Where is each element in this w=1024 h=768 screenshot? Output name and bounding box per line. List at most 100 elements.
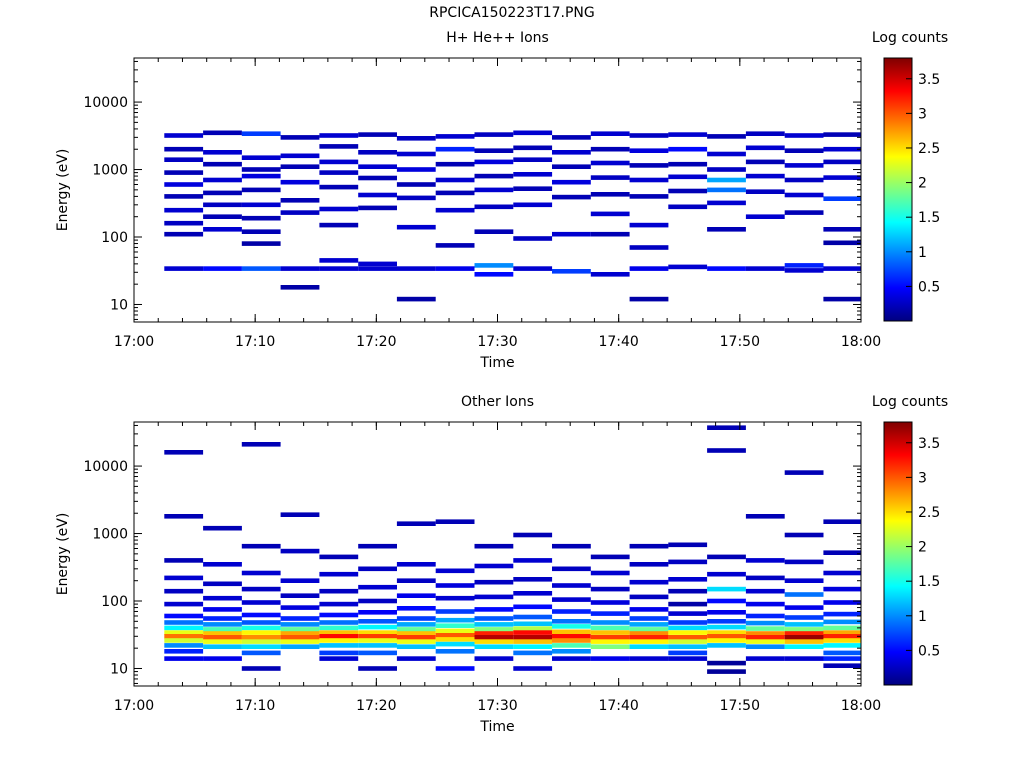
heatmap-cell: [629, 644, 669, 649]
heatmap-cell: [164, 514, 204, 519]
heatmap-cell: [668, 577, 708, 582]
heatmap-cell: [203, 635, 242, 640]
heatmap-cell: [823, 619, 861, 625]
heatmap-cell: [590, 635, 630, 640]
heatmap-cell: [707, 151, 746, 157]
heatmap-cell: [319, 222, 359, 228]
heatmap-cell: [745, 656, 785, 661]
heatmap-cell: [319, 601, 359, 607]
heatmap-cell: [358, 619, 397, 624]
y-tick-label: 100: [101, 230, 128, 246]
heatmap-cell: [396, 656, 436, 661]
heatmap-cell: [823, 227, 861, 232]
heatmap-cell: [513, 145, 553, 151]
heatmap-cell: [241, 241, 281, 246]
heatmap-cell: [435, 161, 475, 167]
colorbar-tick-label: 1.5: [918, 210, 940, 226]
heatmap-cell: [513, 130, 553, 136]
heatmap-cell: [823, 296, 861, 302]
heatmap-cell: [823, 586, 861, 592]
heatmap-cell: [668, 650, 708, 656]
heatmap-cell: [396, 622, 436, 627]
heatmap-cell: [513, 236, 553, 241]
heatmap-cell: [784, 133, 824, 138]
heatmap-cell: [319, 159, 359, 165]
heatmap-cell: [474, 644, 514, 649]
heatmap-cell: [552, 638, 591, 643]
heatmap-cell: [745, 620, 785, 626]
heatmap-cell: [358, 638, 397, 643]
heatmap-cell: [396, 644, 436, 649]
page-title: RPCICA150223T17.PNG: [429, 5, 595, 21]
heatmap-cell: [513, 666, 553, 671]
heatmap-cell: [707, 448, 746, 453]
heatmap-cell: [164, 220, 204, 226]
heatmap-cell: [552, 609, 591, 614]
heatmap-cell: [668, 588, 708, 594]
heatmap-cell: [319, 638, 359, 643]
heatmap-cell: [707, 643, 746, 648]
heatmap-cell: [668, 188, 708, 194]
heatmap-cell: [474, 631, 514, 636]
heatmap-cell: [707, 177, 746, 183]
heatmap-cell: [358, 261, 397, 267]
colorbar-gradient: [883, 421, 913, 686]
heatmap-cell: [435, 243, 475, 248]
heatmap-cell: [280, 639, 320, 644]
heatmap-cell: [319, 206, 359, 212]
heatmap-cell: [668, 644, 708, 649]
heatmap-cell: [435, 190, 475, 196]
heatmap-cell: [164, 207, 204, 213]
heatmap-cell: [513, 532, 553, 538]
heatmap-cell: [396, 631, 436, 636]
heatmap-cell: [164, 157, 204, 162]
heatmap-cell: [319, 184, 359, 190]
heatmap-cell: [474, 616, 514, 621]
heatmap-cell: [241, 625, 281, 631]
heatmap-cell: [241, 173, 281, 179]
heatmap-cell: [396, 639, 436, 644]
heatmap-cell: [358, 624, 397, 630]
x-tick-label: 17:30: [477, 334, 517, 350]
heatmap-cell: [668, 161, 708, 167]
heatmap-cell: [396, 136, 436, 141]
heatmap-cell: [280, 164, 320, 169]
heatmap-cell: [590, 146, 630, 152]
heatmap-cell: [474, 563, 514, 569]
heatmap-cell: [241, 570, 281, 576]
heatmap-cell: [784, 192, 824, 198]
x-tick-label: 17:10: [235, 698, 275, 714]
heatmap-cell: [396, 606, 436, 611]
heatmap-cell: [784, 210, 824, 215]
heatmap-cell: [203, 627, 242, 632]
x-tick-label: 17:20: [356, 698, 396, 714]
heatmap-cell: [745, 558, 785, 563]
heatmap-cell: [280, 512, 320, 517]
heatmap-cell: [164, 634, 204, 639]
heatmap-cell: [552, 656, 591, 661]
heatmap-cell: [435, 568, 475, 574]
heatmap-cell: [784, 627, 824, 632]
heatmap-cell: [280, 285, 320, 290]
heatmap-cell: [474, 173, 514, 179]
heatmap-cell: [590, 554, 630, 560]
heatmap-cell: [319, 258, 359, 263]
heatmap-cell: [435, 649, 475, 654]
heatmap-cell: [707, 425, 746, 430]
heatmap-cell: [707, 167, 746, 172]
heatmap-cell: [435, 637, 475, 642]
heatmap-cell: [474, 229, 514, 234]
heatmap-cell: [745, 631, 785, 636]
heatmap-cell: [241, 600, 281, 605]
heatmap-cell: [629, 194, 669, 199]
heatmap-cell: [707, 619, 746, 624]
heatmap-cell: [280, 548, 320, 554]
heatmap-cell: [668, 559, 708, 565]
heatmap-cell: [241, 187, 281, 193]
heatmap-cell: [164, 613, 204, 619]
heatmap-cell: [280, 198, 320, 203]
y-tick-label: 10: [110, 297, 128, 313]
heatmap-cell: [629, 163, 669, 168]
heatmap-cell: [396, 616, 436, 621]
heatmap-cell: [474, 187, 514, 193]
